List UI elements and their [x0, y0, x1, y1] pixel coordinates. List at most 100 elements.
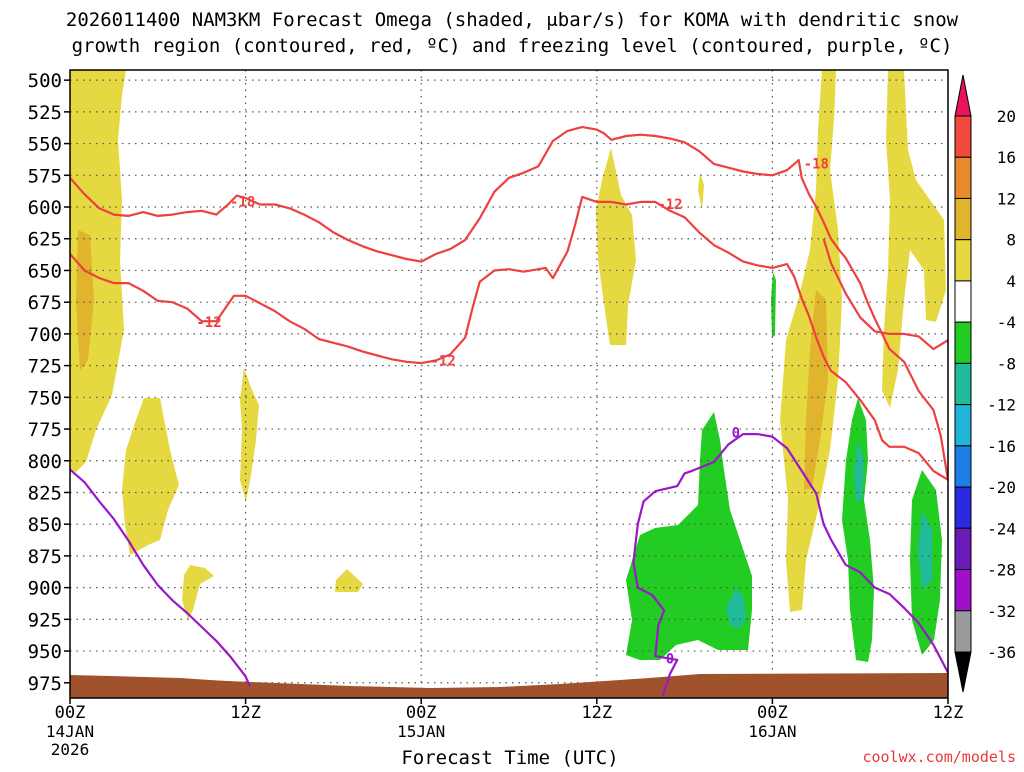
omega-rising-region — [240, 368, 259, 502]
series-layer: -18 -18 -12 -12 -12 0 0 — [70, 126, 948, 696]
plot-area: -18 -18 -12 -12 -12 0 0 — [70, 70, 948, 698]
colorbar-swatch — [954, 610, 972, 653]
y-axis: 500 525 550 575 600 625 650 675 700 725 750 775 800 8… — [28, 70, 70, 695]
colorbar-swatch — [954, 239, 972, 282]
colorbar-label: -36 — [987, 643, 1016, 662]
y-tick-label: 600 — [28, 197, 62, 219]
contour-label: -18 — [230, 195, 255, 211]
watermark: coolwx.com/models — [862, 748, 1016, 766]
x-tick-label: 00Z — [55, 703, 86, 723]
colorbar-label: 20 — [997, 107, 1016, 126]
contour-label: 0 — [732, 426, 740, 442]
y-tick-label: 925 — [28, 609, 62, 631]
contour-line — [70, 468, 252, 688]
colorbar-label: 4 — [1006, 272, 1016, 291]
colorbar-swatch — [954, 445, 972, 488]
contour-label: -12 — [196, 315, 221, 331]
y-tick-label: 775 — [28, 419, 62, 441]
y-tick-label: 825 — [28, 482, 62, 504]
colorbar-label: -4 — [997, 313, 1016, 332]
y-tick-label: 750 — [28, 387, 62, 409]
colorbar-swatch — [954, 197, 972, 241]
colorbar-label: -24 — [987, 519, 1016, 538]
y-tick-label: 525 — [28, 102, 62, 124]
x-tick-year: 2026 — [51, 740, 90, 759]
contour-label: -12 — [431, 353, 456, 369]
colorbar-label: -8 — [997, 354, 1016, 373]
x-tick-label: 12Z — [230, 703, 261, 723]
omega-rising-region — [335, 569, 363, 592]
contour-line — [632, 433, 948, 696]
omega-sinking-region — [842, 398, 874, 662]
colorbar-swatch — [954, 156, 972, 199]
colorbar-label: 16 — [997, 148, 1016, 167]
y-tick-label: 900 — [28, 578, 62, 600]
colorbar-label: -20 — [987, 478, 1016, 497]
omega-sinking-region — [771, 272, 776, 338]
x-tick-date: 16JAN — [748, 722, 796, 741]
y-tick-label: 950 — [28, 641, 62, 663]
x-tick-label: 12Z — [581, 703, 612, 723]
omega-strong-sinking — [854, 440, 864, 502]
omega-rising-region — [182, 565, 214, 620]
chart-title-line2: growth region (contoured, red, ºC) and f… — [72, 35, 953, 57]
colorbar-label: -16 — [987, 437, 1016, 456]
omega-rising-region — [698, 172, 704, 210]
x-axis-label: Forecast Time (UTC) — [401, 747, 618, 768]
omega-strong-rising — [804, 290, 828, 490]
colorbar-label: -12 — [987, 396, 1016, 415]
colorbar-label: -28 — [987, 561, 1016, 580]
y-tick-label: 850 — [28, 514, 62, 536]
omega-rising-region — [882, 70, 946, 408]
y-tick-label: 700 — [28, 324, 62, 346]
omega-rising-region — [596, 148, 636, 345]
colorbar-label: 12 — [997, 189, 1016, 208]
colorbar-label: -32 — [987, 602, 1016, 621]
colorbar-swatch — [954, 569, 972, 612]
plot-frame — [69, 69, 949, 699]
omega-strong-sinking — [918, 510, 932, 590]
y-tick-label: 675 — [28, 292, 62, 314]
terrain-ground — [70, 673, 948, 698]
y-tick-label: 875 — [28, 546, 62, 568]
x-tick-date: 14JAN — [46, 722, 94, 741]
colorbar-swatch — [954, 651, 972, 693]
colorbar-swatch — [954, 486, 972, 529]
contour-line — [70, 195, 948, 481]
contour-label: -12 — [657, 197, 682, 213]
contour-label: 0 — [666, 651, 674, 667]
y-tick-label: 550 — [28, 134, 62, 156]
contour-label: -18 — [804, 157, 829, 173]
x-tick-label: 12Z — [933, 703, 964, 723]
y-tick-label: 500 — [28, 70, 62, 92]
x-tick-label: 00Z — [757, 703, 788, 723]
omega-strong-sinking — [726, 588, 746, 628]
y-tick-label: 650 — [28, 260, 62, 282]
y-tick-label: 975 — [28, 673, 62, 695]
contour-line — [822, 238, 948, 351]
colorbar-swatch — [954, 321, 972, 364]
colorbar-swatch — [954, 362, 972, 406]
colorbar-swatch — [954, 527, 972, 571]
colorbar-swatch — [954, 115, 972, 158]
colorbar-label: 8 — [1006, 231, 1016, 250]
x-tick-date: 15JAN — [397, 722, 445, 741]
y-tick-label: 800 — [28, 451, 62, 473]
colorbar-swatch — [954, 404, 972, 447]
omega-rising-region — [122, 398, 179, 555]
colorbar: 20 16 12 8 4 -4 -8 -12 -16 -20 -24 -28 -32 -36 — [954, 74, 1016, 693]
colorbar-swatch — [954, 74, 972, 117]
omega-shading — [70, 70, 946, 662]
colorbar-swatch — [954, 280, 972, 323]
y-tick-label: 625 — [28, 229, 62, 251]
contour-line — [70, 126, 948, 480]
omega-rising-region — [70, 70, 126, 472]
y-tick-label: 575 — [28, 165, 62, 187]
chart-title-line1: 2026011400 NAM3KM Forecast Omega (shaded… — [66, 9, 959, 31]
y-tick-label: 725 — [28, 356, 62, 378]
x-tick-label: 00Z — [406, 703, 437, 723]
omega-sinking-region — [626, 412, 752, 660]
